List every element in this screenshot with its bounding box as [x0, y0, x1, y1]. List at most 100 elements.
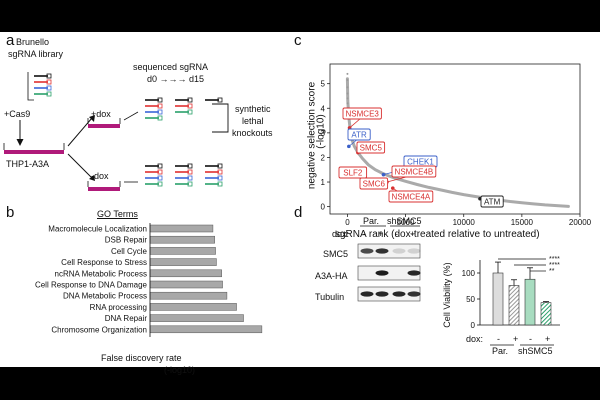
minus-dox-col-guide-hairpin-0-1	[157, 169, 163, 175]
go-term-label: Cell Response to Stress	[61, 258, 147, 267]
synthetic-lethal-bracket	[212, 103, 229, 133]
viability-bar	[492, 272, 504, 326]
outlier-point	[346, 92, 349, 95]
outcome-line-3: knockouts	[232, 128, 273, 138]
significance-label: ****	[549, 262, 560, 269]
library-bracket	[27, 72, 34, 101]
negative-selection-chart: 0 5000 10000 15000 20000 0 1 2 3 4 5 NSMCE3 ATR SMC5 C…	[321, 63, 592, 227]
go-term-label: DNA Metabolic Process	[63, 292, 147, 301]
plus-dox-label: +dox	[91, 109, 111, 119]
blot-dox-2: +	[378, 229, 384, 239]
sequenced-label: sequenced sgRNA	[133, 62, 209, 72]
outlier-point	[346, 72, 349, 75]
viability-dox-4: +	[545, 334, 551, 344]
viability-bar	[540, 302, 552, 326]
hit-box-smc6	[359, 177, 389, 190]
plus-dox-col-guide-hairpin-1-0	[187, 97, 193, 103]
outcome-line-2: lethal	[242, 116, 264, 126]
x-tick-label: 20000	[569, 218, 592, 227]
minus-dox-label: -dox	[91, 171, 109, 181]
library-guide-hairpin-0	[46, 73, 52, 79]
arrow-head-plus-dox	[89, 115, 95, 122]
plus-dox-col-guide-hairpin-1-2	[187, 109, 193, 115]
minus-dox-col-guide-hairpin-1-0	[187, 163, 193, 169]
viability-dox-2: +	[513, 334, 519, 344]
viability-group-parental: Par.	[492, 346, 509, 356]
x-tick-label: 10000	[453, 218, 476, 227]
x-tick-label: 5000	[397, 218, 415, 227]
hit-box-nsmce4b	[391, 165, 437, 178]
y-tick-label: 4	[321, 104, 326, 113]
viability-bar	[508, 285, 520, 326]
plus-dox-col-guide-hairpin-0-2	[157, 109, 163, 115]
blot-band-smc5	[392, 248, 406, 254]
cell-line-label: THP1-A3A	[6, 159, 50, 169]
library-guide-hairpin-2	[46, 85, 52, 91]
timepoints: d0 →→→ d15	[147, 74, 204, 84]
minus-dox-col-guide-hairpin-1-2	[187, 175, 193, 181]
minus-dox-col-guide-hairpin-0-0	[157, 163, 163, 169]
go-term-label: RNA processing	[90, 303, 147, 312]
minus-dox-col-guide-hairpin-0-3	[157, 181, 163, 187]
xlabel-unit: (-log10)	[164, 365, 196, 375]
chart-c-xlabel: sgRNA rank (dox-treated relative to untr…	[335, 229, 540, 240]
cas9-label: +Cas9	[4, 109, 31, 119]
blot-band-smc5	[375, 248, 389, 254]
plus-dox-col-guide-hairpin-1-1	[187, 103, 193, 109]
blot-dox-label: dox:	[332, 229, 350, 239]
western-blot	[357, 225, 421, 302]
timepoint-start: d0	[147, 74, 158, 84]
panel-b-letter: b	[6, 204, 15, 221]
blot-band-tubulin	[375, 291, 389, 297]
viability-y-tick-label: 100	[462, 269, 476, 278]
go-terms-bar-chart: Macromolecule Localization DSB Repair Cell…	[35, 223, 263, 337]
hit-label-nsmce3: NSMCE3	[346, 110, 380, 119]
hit-box-atm	[480, 195, 504, 208]
viability-dox-1: -	[497, 334, 500, 344]
viability-dox-label: dox:	[466, 334, 484, 344]
figure: a Brunello sgRNA library +Cas9 THP1-A3A …	[0, 32, 600, 375]
viability-y-tick-label: 50	[466, 295, 475, 304]
x-tick-label: 0	[345, 218, 350, 227]
outlier-point	[346, 86, 349, 89]
hit-box-nsmce3	[342, 107, 382, 120]
minus-dox-plate	[88, 187, 120, 191]
blot-group-shsmc5: shSMC5	[387, 216, 422, 226]
minus-dox-col-guide-hairpin-0-2	[157, 175, 163, 181]
plus-dox-col-guide-hairpin-0-3	[157, 115, 163, 121]
library-title: Brunello	[16, 37, 50, 47]
viability-group-shsmc5: shSMC5	[518, 346, 553, 356]
y-tick-label: 1	[321, 178, 326, 187]
arrow-head-cas9	[16, 139, 24, 146]
xlabel-text: False discovery rate	[101, 353, 182, 363]
hit-point-nsmce4a	[390, 186, 395, 190]
workflow-schematic	[3, 72, 229, 191]
viability-dox-3: -	[529, 334, 532, 344]
arrow-plus-to-guides	[123, 111, 139, 121]
hit-box-atr	[347, 128, 371, 141]
blot-band-tubulin	[407, 291, 421, 297]
blot-row-smc5: SMC5	[323, 249, 349, 259]
minus-dox-col-guide-hairpin-2-1	[217, 169, 223, 175]
go-term-label: Cell Cycle	[111, 247, 148, 256]
library-subtitle: sgRNA library	[8, 49, 64, 59]
panel-d-letter: d	[294, 204, 303, 221]
hit-point-chek1	[381, 172, 386, 177]
go-term-label: DSB Repair	[105, 236, 148, 245]
y-tick-label: 3	[321, 129, 326, 138]
arrow-head-minus-dox	[89, 175, 95, 181]
arrow-shaft-minus-dox	[67, 153, 93, 179]
outcome-line-1: synthetic	[235, 104, 271, 114]
viability-bar	[524, 278, 536, 326]
hit-label-atr: ATR	[351, 131, 367, 140]
blot-band-a3a-ha	[407, 270, 421, 276]
library-guide-hairpin-3	[46, 91, 52, 97]
blot-membrane-smc5	[357, 243, 421, 259]
minus-dox-col-guide-hairpin-2-3	[217, 181, 223, 187]
hit-label-nsmce4b: NSMCE4B	[395, 168, 434, 177]
viability-y-tick-label: 0	[471, 321, 476, 330]
hit-box-smc5	[356, 141, 386, 154]
hit-label-chek1: CHEK1	[407, 158, 434, 167]
blot-row-tubulin: Tubulin	[315, 292, 345, 302]
hit-box-nsmce4a	[388, 190, 434, 203]
